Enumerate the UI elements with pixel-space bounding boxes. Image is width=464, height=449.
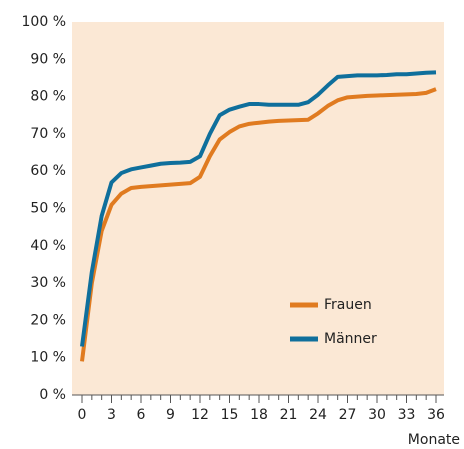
y-tick-label: 30 %	[30, 275, 66, 291]
legend-label: Frauen	[324, 297, 372, 313]
data-line	[80, 87, 437, 362]
x-axis-label: Monate	[408, 432, 460, 448]
y-tick-label: 100 %	[22, 14, 66, 30]
x-tick-label: 6	[137, 407, 146, 423]
x-tick-label: 9	[166, 407, 175, 423]
x-tick-label: 18	[250, 407, 268, 423]
y-tick-label: 80 %	[30, 89, 66, 105]
x-tick-label: 0	[78, 407, 87, 423]
x-tick-label: 36	[427, 407, 445, 423]
x-tick-label: 27	[339, 407, 357, 423]
legend-label: Männer	[324, 331, 377, 347]
x-tick-label: 3	[107, 407, 116, 423]
x-tick-label: 24	[309, 407, 327, 423]
data-line	[80, 70, 437, 347]
y-tick-label: 40 %	[30, 238, 66, 254]
x-tick-label: 15	[221, 407, 239, 423]
y-tick-label: 50 %	[30, 201, 66, 217]
x-tick-label: 12	[191, 407, 209, 423]
y-tick-label: 60 %	[30, 163, 66, 179]
y-tick-label: 90 %	[30, 51, 66, 67]
y-tick-label: 0 %	[39, 387, 66, 403]
x-tick-label: 21	[280, 407, 298, 423]
y-tick-label: 70 %	[30, 126, 66, 142]
plot-background	[72, 22, 444, 395]
x-tick-label: 33	[398, 407, 416, 423]
y-tick-label: 20 %	[30, 312, 66, 328]
x-tick-label: 30	[368, 407, 386, 423]
y-tick-label: 10 %	[30, 350, 66, 366]
